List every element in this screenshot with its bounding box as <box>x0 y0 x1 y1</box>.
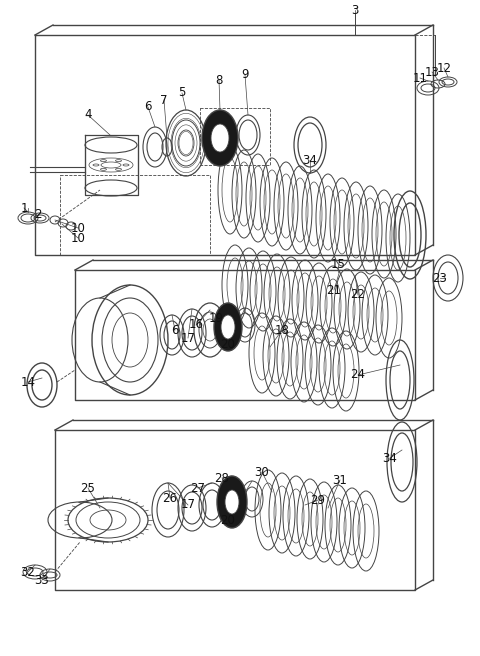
Text: 29: 29 <box>311 493 325 506</box>
Text: 7: 7 <box>160 94 168 106</box>
Text: 8: 8 <box>216 73 223 87</box>
Text: 30: 30 <box>254 466 269 478</box>
Text: 5: 5 <box>178 87 186 100</box>
Ellipse shape <box>214 303 242 351</box>
Text: 13: 13 <box>425 66 439 79</box>
Text: 33: 33 <box>35 573 49 586</box>
Text: 25: 25 <box>81 482 96 495</box>
Text: 3: 3 <box>351 3 359 16</box>
Ellipse shape <box>225 490 239 514</box>
Text: 20: 20 <box>221 514 235 527</box>
Text: 34: 34 <box>383 451 397 464</box>
Text: 21: 21 <box>326 283 341 297</box>
Text: 34: 34 <box>302 154 317 167</box>
Text: 22: 22 <box>350 289 365 302</box>
Text: 19: 19 <box>208 312 224 325</box>
Text: 11: 11 <box>412 72 428 85</box>
Text: 18: 18 <box>275 323 289 337</box>
Text: 10: 10 <box>71 232 85 245</box>
Text: 15: 15 <box>331 258 346 272</box>
Ellipse shape <box>221 315 235 339</box>
Text: 26: 26 <box>163 491 178 504</box>
Text: 6: 6 <box>144 100 152 113</box>
Text: 28: 28 <box>215 472 229 485</box>
Text: 9: 9 <box>241 68 249 81</box>
Text: 10: 10 <box>71 222 85 234</box>
Text: 17: 17 <box>180 331 195 344</box>
Text: 14: 14 <box>21 375 36 388</box>
Text: 23: 23 <box>432 272 447 285</box>
Text: 24: 24 <box>350 369 365 382</box>
Text: 32: 32 <box>21 565 36 579</box>
Text: 16: 16 <box>189 319 204 331</box>
Text: 4: 4 <box>84 108 92 121</box>
Ellipse shape <box>211 124 229 152</box>
Ellipse shape <box>202 110 238 166</box>
Text: 31: 31 <box>333 474 348 487</box>
Text: 6: 6 <box>171 323 179 337</box>
Ellipse shape <box>217 476 247 528</box>
Text: 1: 1 <box>20 201 28 215</box>
Text: 2: 2 <box>34 209 42 222</box>
Text: 20: 20 <box>221 338 235 352</box>
Text: 27: 27 <box>191 482 205 495</box>
Text: 17: 17 <box>180 499 195 512</box>
Text: 12: 12 <box>436 62 452 75</box>
